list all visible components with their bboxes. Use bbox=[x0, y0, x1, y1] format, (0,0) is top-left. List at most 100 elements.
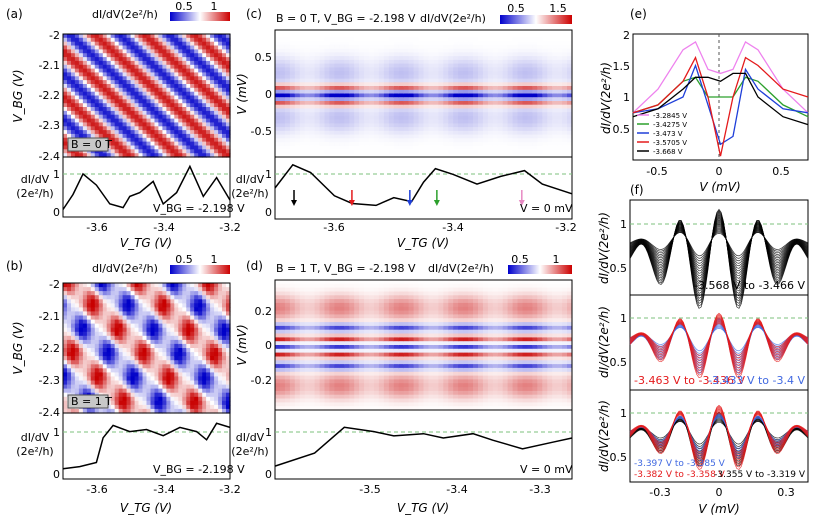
heatmap-cell bbox=[78, 64, 84, 70]
heatmap-cell bbox=[284, 37, 291, 42]
heatmap-cell bbox=[126, 122, 132, 127]
heatmap-cell bbox=[122, 319, 128, 325]
heatmap-cell bbox=[118, 360, 124, 365]
heatmap-cell bbox=[517, 153, 523, 158]
heatmap-cell bbox=[78, 41, 84, 47]
heatmap-cell bbox=[502, 37, 509, 42]
heatmap-cell bbox=[279, 387, 286, 392]
heatmap-cell bbox=[150, 107, 156, 112]
heatmap-cell bbox=[334, 86, 340, 91]
heatmap-cell bbox=[468, 153, 474, 158]
heatmap-cell bbox=[507, 33, 514, 38]
heatmap-cell bbox=[289, 375, 296, 380]
heatmap-cell bbox=[359, 52, 365, 57]
arrow-head-4 bbox=[518, 200, 525, 206]
heatmap-cell bbox=[138, 287, 144, 292]
heatmap-cell bbox=[63, 64, 68, 70]
heatmap-cell bbox=[118, 291, 124, 296]
heatmap-cell bbox=[482, 71, 489, 76]
heatmap-cell bbox=[138, 368, 144, 373]
heatmap-cell bbox=[202, 295, 207, 300]
heatmap-cell bbox=[63, 307, 68, 313]
heatmap-cell bbox=[138, 380, 144, 386]
heatmap-b bbox=[63, 283, 231, 414]
xtick-b-1: -3.4 bbox=[153, 483, 174, 496]
heatmap-cell bbox=[190, 122, 195, 127]
heatmap-cell bbox=[304, 134, 311, 139]
heatmap-cell bbox=[383, 142, 390, 147]
heatmap-cell bbox=[433, 153, 439, 158]
heatmap-cell bbox=[178, 68, 183, 73]
heatmap-cell bbox=[413, 52, 420, 57]
heatmap-cell bbox=[507, 142, 514, 147]
heatmap-cell bbox=[378, 138, 385, 143]
heatmap-cell bbox=[214, 57, 219, 62]
heatmap-cell bbox=[284, 112, 291, 117]
heatmap-cell bbox=[210, 45, 215, 50]
heatmap-cell bbox=[126, 107, 132, 112]
heatmap-cell bbox=[126, 114, 132, 120]
heatmap-cell bbox=[130, 315, 136, 321]
heatmap-cell bbox=[403, 149, 410, 154]
heatmap-cell bbox=[443, 123, 449, 128]
heatmap-cell bbox=[542, 119, 548, 124]
heatmap-cell bbox=[98, 295, 104, 300]
heatmap-cell bbox=[94, 356, 100, 361]
heatmap-cell bbox=[106, 400, 112, 406]
heatmap-cell bbox=[126, 392, 132, 398]
heatmap-cell bbox=[102, 291, 108, 296]
heatmap-cell bbox=[324, 41, 330, 46]
heatmap-cell bbox=[418, 145, 425, 151]
heatmap-cell bbox=[369, 138, 375, 143]
heatmap-cell bbox=[482, 82, 489, 87]
heatmap-cell bbox=[562, 108, 568, 113]
heatmap-cell bbox=[182, 37, 187, 43]
heatmap-cell bbox=[423, 127, 429, 132]
heatmap-cell bbox=[118, 110, 124, 116]
heatmap-cell bbox=[314, 33, 321, 38]
heatmap-cell bbox=[294, 97, 301, 102]
heatmap-cell bbox=[210, 291, 215, 296]
heatmap-cell bbox=[122, 404, 128, 410]
heatmap-cell bbox=[279, 67, 286, 72]
heatmap-cell bbox=[478, 71, 484, 76]
heatmap-cell bbox=[418, 30, 425, 35]
heatmap-cell bbox=[190, 307, 195, 313]
heatmap-cell bbox=[94, 84, 100, 89]
heatmap-cell bbox=[178, 145, 183, 150]
heatmap-cell bbox=[339, 115, 345, 121]
heatmap-cell bbox=[158, 60, 163, 66]
heatmap-cell bbox=[170, 107, 175, 112]
heatmap-cell bbox=[150, 137, 156, 143]
heatmap-cell bbox=[98, 122, 104, 127]
heatmap-cell bbox=[359, 48, 365, 53]
heatmap-cell bbox=[492, 71, 499, 76]
heatmap-cell bbox=[82, 103, 88, 108]
heatmap-cell bbox=[158, 380, 163, 386]
heatmap-cell bbox=[130, 299, 136, 304]
heatmap-cell bbox=[154, 408, 160, 414]
heatmap-cell bbox=[142, 103, 148, 108]
heatmap-cell bbox=[418, 59, 425, 65]
heatmap-cell bbox=[557, 130, 563, 136]
heatmap-cell bbox=[146, 335, 152, 341]
heatmap-cell bbox=[512, 63, 519, 68]
heatmap-cell bbox=[74, 299, 80, 304]
heatmap-cell bbox=[150, 315, 156, 321]
heatmap-cell bbox=[138, 396, 144, 402]
heatmap-cell bbox=[393, 63, 400, 68]
heatmap-cell bbox=[482, 97, 489, 102]
heatmap-cell bbox=[158, 303, 163, 308]
heatmap-cell bbox=[428, 52, 434, 57]
heatmap-cell bbox=[542, 30, 548, 35]
heatmap-cell bbox=[118, 287, 124, 292]
heatmap-cell bbox=[557, 56, 563, 61]
heatmap-cell bbox=[174, 343, 179, 349]
heatmap-cell bbox=[324, 134, 330, 139]
heatmap-cell bbox=[562, 89, 568, 95]
heatmap-cell bbox=[428, 71, 434, 76]
heatmap-cell bbox=[102, 49, 108, 54]
heatmap-cell bbox=[517, 134, 523, 139]
heatmap-cell bbox=[150, 311, 156, 317]
heatmap-cell bbox=[354, 52, 360, 57]
